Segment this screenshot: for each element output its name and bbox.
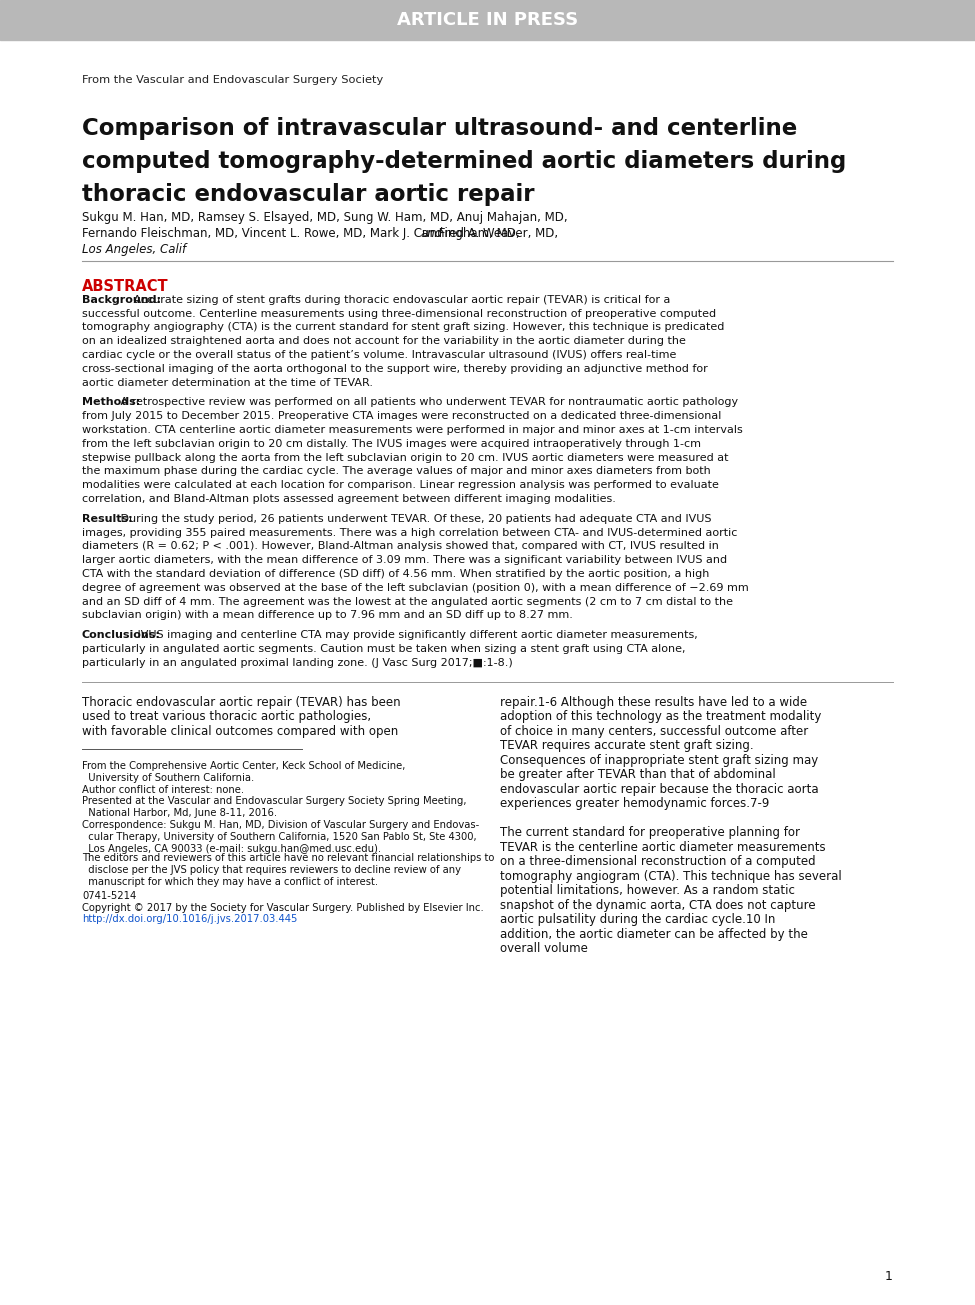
Text: diameters (R = 0.62; P < .001). However, Bland-Altman analysis showed that, comp: diameters (R = 0.62; P < .001). However,…: [82, 542, 719, 552]
Text: snapshot of the dynamic aorta, CTA does not capture: snapshot of the dynamic aorta, CTA does …: [500, 899, 816, 912]
Text: Thoracic endovascular aortic repair (TEVAR) has been: Thoracic endovascular aortic repair (TEV…: [82, 696, 401, 709]
Text: adoption of this technology as the treatment modality: adoption of this technology as the treat…: [500, 710, 821, 723]
Text: Background:: Background:: [82, 295, 161, 305]
Text: degree of agreement was observed at the base of the left subclavian (position 0): degree of agreement was observed at the …: [82, 583, 749, 592]
Text: aortic pulsatility during the cardiac cycle.10 In: aortic pulsatility during the cardiac cy…: [500, 913, 775, 927]
Text: Copyright © 2017 by the Society for Vascular Surgery. Published by Elsevier Inc.: Copyright © 2017 by the Society for Vasc…: [82, 903, 484, 912]
Text: TEVAR is the centerline aortic diameter measurements: TEVAR is the centerline aortic diameter …: [500, 840, 826, 853]
Text: Fernando Fleischman, MD, Vincent L. Rowe, MD, Mark J. Cunningham, MD,: Fernando Fleischman, MD, Vincent L. Rowe…: [82, 227, 524, 240]
Text: A retrospective review was performed on all patients who underwent TEVAR for non: A retrospective review was performed on …: [117, 398, 738, 407]
Text: potential limitations, however. As a random static: potential limitations, however. As a ran…: [500, 883, 795, 897]
Text: and an SD diff of 4 mm. The agreement was the lowest at the angulated aortic seg: and an SD diff of 4 mm. The agreement wa…: [82, 596, 733, 607]
Text: 0741-5214: 0741-5214: [82, 891, 136, 900]
Text: University of Southern California.: University of Southern California.: [82, 773, 254, 783]
Text: of choice in many centers, successful outcome after: of choice in many centers, successful ou…: [500, 724, 808, 737]
Text: with favorable clinical outcomes compared with open: with favorable clinical outcomes compare…: [82, 724, 398, 737]
Text: and: and: [420, 227, 443, 240]
Text: Consequences of inappropriate stent graft sizing may: Consequences of inappropriate stent graf…: [500, 753, 818, 766]
Text: Author conflict of interest: none.: Author conflict of interest: none.: [82, 784, 244, 795]
Bar: [0, 0, 975, 40]
Text: overall volume: overall volume: [500, 942, 588, 955]
Text: IVUS imaging and centerline CTA may provide significantly different aortic diame: IVUS imaging and centerline CTA may prov…: [135, 630, 698, 641]
Text: ARTICLE IN PRESS: ARTICLE IN PRESS: [397, 10, 578, 29]
Text: particularly in angulated aortic segments. Caution must be taken when sizing a s: particularly in angulated aortic segment…: [82, 643, 685, 654]
Text: From the Vascular and Endovascular Surgery Society: From the Vascular and Endovascular Surge…: [82, 74, 383, 85]
Text: Sukgu M. Han, MD, Ramsey S. Elsayed, MD, Sung W. Ham, MD, Anuj Mahajan, MD,: Sukgu M. Han, MD, Ramsey S. Elsayed, MD,…: [82, 211, 567, 224]
Text: Fred A. Weaver, MD,: Fred A. Weaver, MD,: [435, 227, 558, 240]
Text: the maximum phase during the cardiac cycle. The average values of major and mino: the maximum phase during the cardiac cyc…: [82, 466, 711, 476]
Text: 1: 1: [885, 1270, 893, 1283]
Text: Methods:: Methods:: [82, 398, 140, 407]
Text: National Harbor, Md, June 8-11, 2016.: National Harbor, Md, June 8-11, 2016.: [82, 808, 277, 818]
Text: correlation, and Bland-Altman plots assessed agreement between different imaging: correlation, and Bland-Altman plots asse…: [82, 495, 616, 504]
Text: cardiac cycle or the overall status of the patient’s volume. Intravascular ultra: cardiac cycle or the overall status of t…: [82, 350, 677, 360]
Text: on an idealized straightened aorta and does not account for the variability in t: on an idealized straightened aorta and d…: [82, 337, 685, 346]
Text: tomography angiogram (CTA). This technique has several: tomography angiogram (CTA). This techniq…: [500, 869, 841, 882]
Text: Comparison of intravascular ultrasound- and centerline: Comparison of intravascular ultrasound- …: [82, 117, 798, 140]
Text: successful outcome. Centerline measurements using three-dimensional reconstructi: successful outcome. Centerline measureme…: [82, 308, 716, 318]
Text: disclose per the JVS policy that requires reviewers to decline review of any: disclose per the JVS policy that require…: [82, 865, 461, 876]
Text: used to treat various thoracic aortic pathologies,: used to treat various thoracic aortic pa…: [82, 710, 371, 723]
Text: be greater after TEVAR than that of abdominal: be greater after TEVAR than that of abdo…: [500, 769, 776, 782]
Text: Accurate sizing of stent grafts during thoracic endovascular aortic repair (TEVA: Accurate sizing of stent grafts during t…: [130, 295, 671, 305]
Text: Los Angeles, CA 90033 (e-mail: sukgu.han@med.usc.edu).: Los Angeles, CA 90033 (e-mail: sukgu.han…: [82, 844, 381, 853]
Text: experiences greater hemodynamic forces.7-9: experiences greater hemodynamic forces.7…: [500, 797, 769, 810]
Text: from July 2015 to December 2015. Preoperative CTA images were reconstructed on a: from July 2015 to December 2015. Preoper…: [82, 411, 722, 422]
Text: TEVAR requires accurate stent graft sizing.: TEVAR requires accurate stent graft sizi…: [500, 739, 754, 752]
Text: modalities were calculated at each location for comparison. Linear regression an: modalities were calculated at each locat…: [82, 480, 719, 491]
Text: from the left subclavian origin to 20 cm distally. The IVUS images were acquired: from the left subclavian origin to 20 cm…: [82, 438, 701, 449]
Text: stepwise pullback along the aorta from the left subclavian origin to 20 cm. IVUS: stepwise pullback along the aorta from t…: [82, 453, 728, 462]
Text: Correspondence: Sukgu M. Han, MD, Division of Vascular Surgery and Endovas-: Correspondence: Sukgu M. Han, MD, Divisi…: [82, 820, 480, 830]
Text: Conclusions:: Conclusions:: [82, 630, 161, 641]
Text: workstation. CTA centerline aortic diameter measurements were performed in major: workstation. CTA centerline aortic diame…: [82, 425, 743, 435]
Text: Results:: Results:: [82, 514, 133, 523]
Text: aortic diameter determination at the time of TEVAR.: aortic diameter determination at the tim…: [82, 377, 373, 388]
Text: particularly in an angulated proximal landing zone. (J Vasc Surg 2017;■:1-8.): particularly in an angulated proximal la…: [82, 658, 513, 668]
Text: images, providing 355 paired measurements. There was a high correlation between : images, providing 355 paired measurement…: [82, 527, 737, 538]
Text: thoracic endovascular aortic repair: thoracic endovascular aortic repair: [82, 183, 534, 206]
Text: The current standard for preoperative planning for: The current standard for preoperative pl…: [500, 826, 800, 839]
Text: cross-sectional imaging of the aorta orthogonal to the support wire, thereby pro: cross-sectional imaging of the aorta ort…: [82, 364, 708, 373]
Text: CTA with the standard deviation of difference (SD diff) of 4.56 mm. When stratif: CTA with the standard deviation of diffe…: [82, 569, 710, 579]
Text: on a three-dimensional reconstruction of a computed: on a three-dimensional reconstruction of…: [500, 855, 816, 868]
Text: manuscript for which they may have a conflict of interest.: manuscript for which they may have a con…: [82, 877, 378, 887]
Text: addition, the aortic diameter can be affected by the: addition, the aortic diameter can be aff…: [500, 928, 808, 941]
Text: http://dx.doi.org/10.1016/j.jvs.2017.03.445: http://dx.doi.org/10.1016/j.jvs.2017.03.…: [82, 915, 297, 924]
Text: cular Therapy, University of Southern California, 1520 San Pablo St, Ste 4300,: cular Therapy, University of Southern Ca…: [82, 831, 477, 842]
Text: Presented at the Vascular and Endovascular Surgery Society Spring Meeting,: Presented at the Vascular and Endovascul…: [82, 796, 466, 806]
Text: During the study period, 26 patients underwent TEVAR. Of these, 20 patients had : During the study period, 26 patients und…: [117, 514, 712, 523]
Text: Los Angeles, Calif: Los Angeles, Calif: [82, 243, 186, 256]
Text: endovascular aortic repair because the thoracic aorta: endovascular aortic repair because the t…: [500, 783, 819, 796]
Text: computed tomography-determined aortic diameters during: computed tomography-determined aortic di…: [82, 150, 846, 174]
Text: repair.1-6 Although these results have led to a wide: repair.1-6 Although these results have l…: [500, 696, 807, 709]
Text: The editors and reviewers of this article have no relevant financial relationshi: The editors and reviewers of this articl…: [82, 853, 494, 864]
Text: ABSTRACT: ABSTRACT: [82, 279, 169, 294]
Text: From the Comprehensive Aortic Center, Keck School of Medicine,: From the Comprehensive Aortic Center, Ke…: [82, 761, 406, 771]
Text: subclavian origin) with a mean difference up to 7.96 mm and an SD diff up to 8.2: subclavian origin) with a mean differenc…: [82, 611, 573, 620]
Text: larger aortic diameters, with the mean difference of 3.09 mm. There was a signif: larger aortic diameters, with the mean d…: [82, 555, 727, 565]
Text: tomography angiography (CTA) is the current standard for stent graft sizing. How: tomography angiography (CTA) is the curr…: [82, 322, 724, 333]
